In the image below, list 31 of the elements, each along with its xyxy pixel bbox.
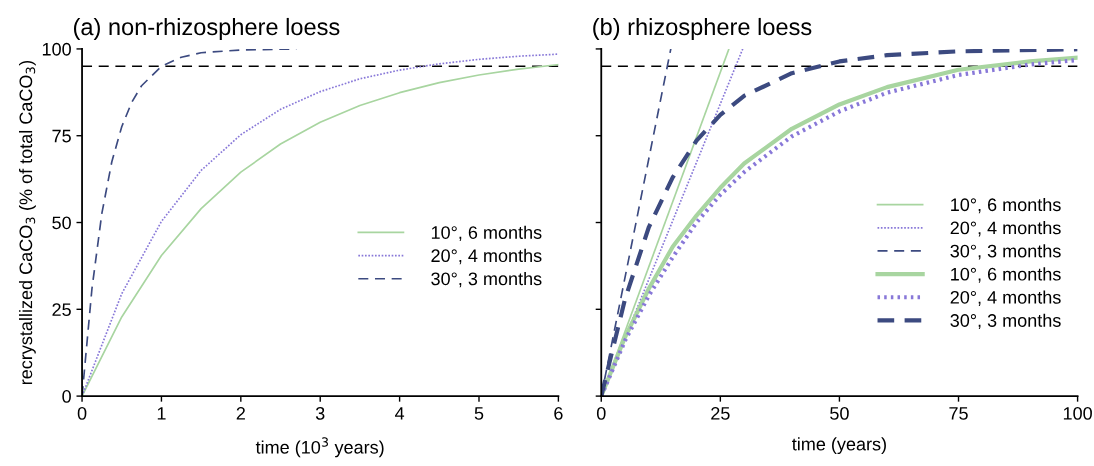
y-tick-label: 75	[52, 129, 71, 143]
legend-label: 20°, 4 months	[431, 248, 542, 265]
y-tick-label: 50	[52, 216, 71, 230]
x-tick-label: 2	[236, 406, 245, 420]
y-tick-label: 100	[42, 42, 71, 56]
x-tick-label: 5	[474, 407, 484, 420]
legend-label: 20°, 4 months	[950, 221, 1061, 237]
x-tick-label: 1	[157, 407, 166, 420]
x-tick-label: 75	[949, 407, 968, 420]
x-tick-label: 0	[596, 406, 606, 420]
x-tick-label: 6	[554, 406, 563, 420]
x-tick-label: 3	[315, 406, 325, 420]
chart-title: (a) non-rhizosphere loess	[73, 17, 340, 40]
y-tick-label: 25	[52, 303, 71, 317]
legend-label: 10°, 6 months	[951, 267, 1061, 283]
legend-label: 30°, 3 months	[950, 313, 1061, 330]
x-axis-title: time (years)	[792, 437, 886, 455]
x-tick-label: 0	[77, 406, 87, 420]
x-axis-title: time (10$^{3}$ years)	[255, 437, 384, 458]
legend-label: 10°, 6 months	[951, 197, 1061, 214]
x-tick-label: 4	[395, 407, 405, 420]
x-tick-label: 50	[830, 406, 849, 420]
chart-title: (b) rhizosphere loess	[593, 17, 812, 40]
legend-label: 30°, 3 months	[950, 244, 1061, 260]
x-tick-label: 100	[1063, 406, 1092, 420]
y-tick-label: 0	[62, 390, 71, 403]
x-tick-label: 25	[711, 406, 730, 420]
legend-label: 20°, 4 months	[950, 290, 1061, 306]
legend-label: 10°, 6 months	[431, 225, 542, 242]
y-axis-title: recrystallized CaCO$_{3}$ (% of total CaCO$_{3}$)	[18, 60, 36, 385]
legend-label: 30°, 3 months	[431, 271, 542, 288]
